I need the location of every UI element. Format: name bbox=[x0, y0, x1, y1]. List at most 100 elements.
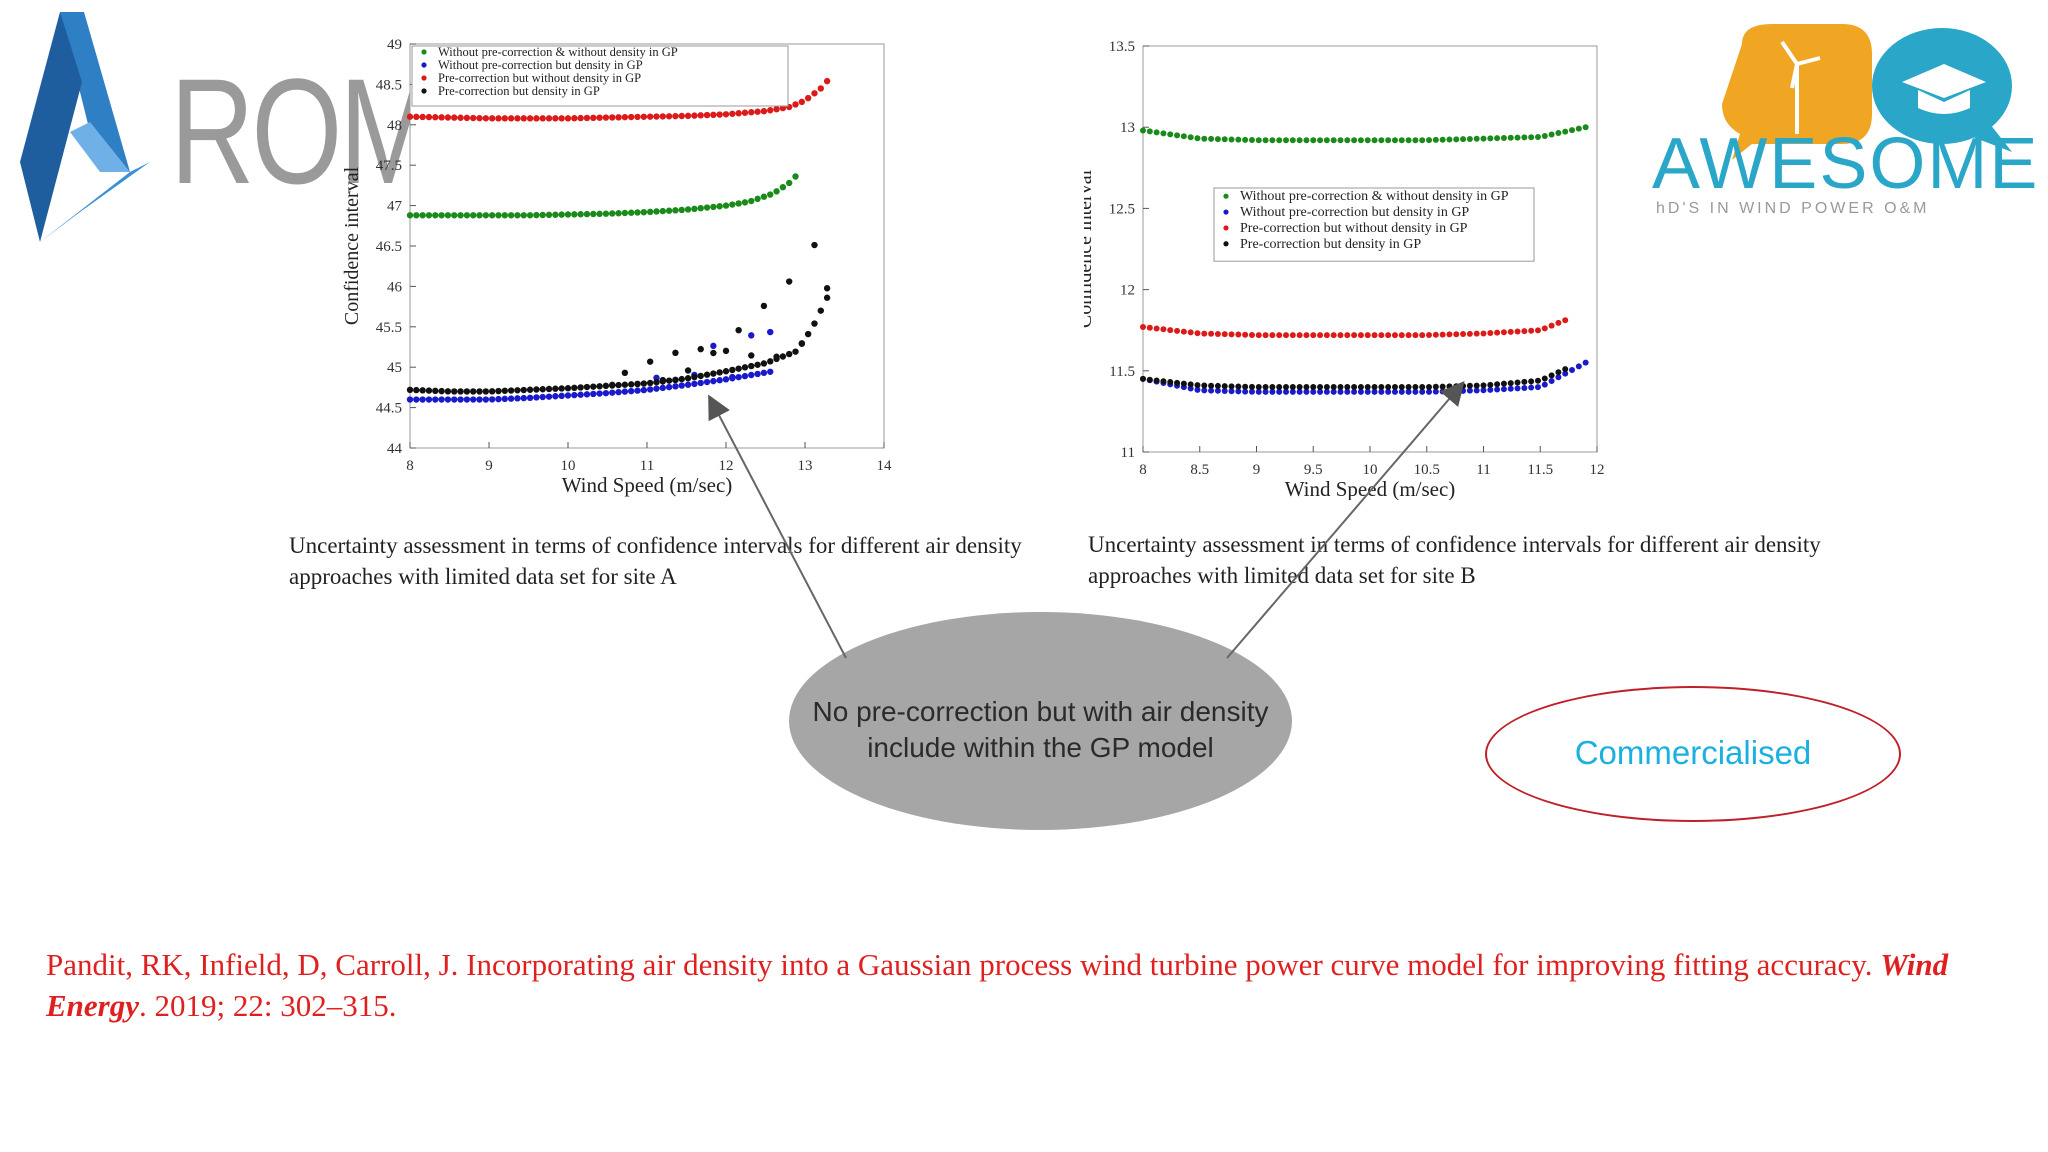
chart-b-point bbox=[1208, 387, 1215, 394]
chart-a-point bbox=[558, 115, 565, 122]
callout-text: No pre-correction but with air density i… bbox=[812, 696, 1269, 763]
chart-a-point bbox=[590, 210, 597, 218]
chart-a-point bbox=[520, 115, 527, 122]
chart-a-point bbox=[419, 396, 426, 403]
chart-a-point bbox=[729, 366, 736, 374]
chart-a-y-tick-label: 49 bbox=[387, 37, 402, 53]
chart-a-point bbox=[748, 332, 755, 339]
chart-site-b-svg: 8 8.5 9 9.5 10 10.5 11 11.5 12 11 11.5 12 12.5 13 13.5… bbox=[1074, 39, 1605, 501]
chart-b-point bbox=[1405, 332, 1412, 339]
chart-b-point bbox=[1466, 382, 1473, 389]
chart-b-point bbox=[1337, 332, 1344, 339]
chart-a-point bbox=[697, 345, 704, 353]
chart-a-point bbox=[615, 381, 622, 389]
chart-a-y-tick-label: 45.5 bbox=[376, 320, 402, 336]
chart-a-point bbox=[609, 210, 616, 217]
chart-b-point bbox=[1310, 384, 1317, 391]
chart-b-point bbox=[1371, 332, 1378, 339]
chart-b-point bbox=[1555, 369, 1562, 376]
chart-b-point bbox=[1419, 384, 1426, 391]
chart-b-point bbox=[1507, 328, 1514, 335]
chart-a-point bbox=[710, 203, 717, 211]
chart-b-point bbox=[1357, 137, 1364, 144]
chart-b-point bbox=[1180, 133, 1187, 140]
chart-a-point bbox=[463, 396, 471, 403]
chart-a-point bbox=[602, 210, 610, 217]
chart-a-point bbox=[419, 113, 426, 121]
chart-a-point bbox=[571, 384, 578, 392]
chart-b-point bbox=[1317, 332, 1324, 339]
chart-a-legend-marker bbox=[421, 75, 427, 81]
chart-a-point bbox=[564, 385, 572, 392]
chart-a-point bbox=[615, 388, 622, 396]
chart-a-point bbox=[583, 383, 591, 391]
chart-b-point bbox=[1262, 137, 1269, 144]
chart-a-point bbox=[754, 108, 761, 115]
chart-b-point bbox=[1426, 137, 1433, 144]
chart-b-point bbox=[1528, 134, 1535, 141]
chart-b-legend-marker bbox=[1223, 209, 1229, 215]
chart-a-series-3 bbox=[406, 241, 831, 395]
chart-a-point bbox=[526, 394, 534, 402]
chart-b-point bbox=[1310, 137, 1317, 144]
chart-a-point bbox=[470, 114, 477, 122]
chart-b-point bbox=[1296, 384, 1303, 391]
chart-b-point bbox=[1283, 384, 1290, 391]
chart-b-series-2 bbox=[1140, 317, 1569, 339]
chart-b-point bbox=[1235, 383, 1242, 390]
chart-b-point bbox=[1357, 332, 1364, 339]
chart-a-point bbox=[672, 349, 679, 357]
chart-b-point bbox=[1167, 131, 1174, 138]
chart-a-point bbox=[646, 208, 654, 216]
chart-b-point bbox=[1303, 332, 1310, 339]
chart-b-point bbox=[1276, 332, 1283, 339]
chart-b-point bbox=[1255, 332, 1262, 339]
chart-a-point bbox=[716, 111, 723, 118]
chart-a-point bbox=[672, 383, 679, 390]
chart-b-point bbox=[1351, 384, 1358, 391]
chart-b-point bbox=[1140, 375, 1146, 382]
reference-details: . 2019; 22: 302–315. bbox=[139, 988, 397, 1023]
chart-a-point bbox=[476, 114, 483, 122]
chart-a-point bbox=[463, 388, 471, 395]
chart-b-point bbox=[1412, 137, 1419, 144]
chart-a-point bbox=[653, 374, 660, 382]
chart-b-point bbox=[1480, 135, 1487, 142]
chart-b-point bbox=[1419, 332, 1426, 339]
chart-a-point bbox=[539, 393, 546, 401]
chart-a-point bbox=[823, 77, 831, 85]
chart-a-point bbox=[432, 387, 439, 395]
chart-a-point bbox=[710, 349, 717, 357]
chart-b-point bbox=[1398, 332, 1405, 339]
chart-b-point bbox=[1466, 330, 1473, 337]
chart-a-point bbox=[697, 379, 704, 387]
chart-a-x-tick-label: 11 bbox=[640, 458, 654, 474]
chart-a-point bbox=[779, 183, 787, 191]
chart-b-point bbox=[1439, 331, 1446, 338]
chart-a-point bbox=[811, 90, 818, 97]
chart-b-point bbox=[1330, 384, 1337, 391]
chart-a-point bbox=[438, 114, 445, 121]
chart-b-point bbox=[1521, 384, 1528, 391]
chart-a-point bbox=[659, 384, 666, 392]
chart-a-point bbox=[646, 379, 654, 387]
chart-a-y-tick-label: 48 bbox=[387, 118, 402, 134]
chart-b-point bbox=[1548, 131, 1555, 138]
chart-b-legend-label: Pre-correction but density in GP bbox=[1240, 237, 1421, 252]
chart-b-point bbox=[1153, 325, 1160, 332]
chart-a-point bbox=[488, 388, 496, 395]
chart-a-point bbox=[514, 395, 521, 402]
chart-b-point bbox=[1201, 382, 1208, 389]
chart-b-legend-marker bbox=[1223, 241, 1229, 247]
chart-b-point bbox=[1507, 134, 1514, 141]
chart-b-point bbox=[1221, 383, 1228, 390]
chart-a-x-tick-label: 9 bbox=[485, 458, 493, 474]
chart-a-point bbox=[779, 353, 787, 360]
chart-a-point bbox=[413, 386, 420, 394]
chart-b-point bbox=[1541, 375, 1548, 382]
chart-b-point bbox=[1153, 129, 1160, 136]
chart-b-point bbox=[1187, 329, 1194, 336]
chart-b-point bbox=[1412, 332, 1419, 339]
chart-a-point bbox=[678, 375, 685, 383]
chart-b-point bbox=[1262, 332, 1269, 339]
